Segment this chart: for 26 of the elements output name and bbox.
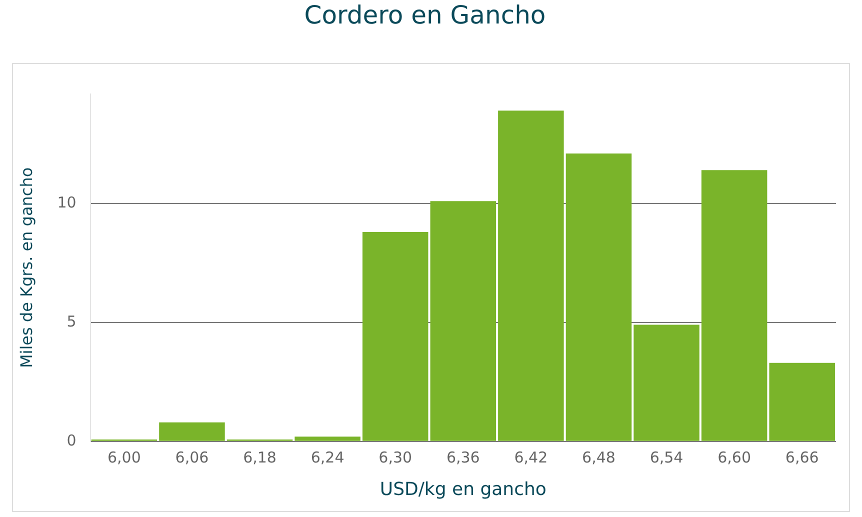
bar bbox=[634, 324, 700, 441]
y-axis-title: Miles de Kgrs. en gancho bbox=[16, 167, 36, 368]
x-tick-label: 6,42 bbox=[514, 448, 548, 466]
bar bbox=[701, 170, 768, 441]
bar bbox=[159, 422, 225, 441]
x-tick-label: 6,18 bbox=[243, 448, 276, 466]
bar bbox=[566, 153, 632, 441]
x-tick-label: 6,30 bbox=[378, 448, 412, 466]
bar bbox=[430, 201, 496, 441]
x-tick-label: 6,66 bbox=[785, 448, 819, 466]
x-tick-label: 6,60 bbox=[718, 448, 752, 466]
bar bbox=[769, 362, 835, 441]
y-tick-label: 0 bbox=[66, 431, 76, 450]
bar bbox=[294, 436, 360, 441]
y-tick-label: 10 bbox=[57, 193, 76, 212]
bar bbox=[362, 232, 428, 441]
x-tick-label: 6,54 bbox=[650, 448, 684, 466]
x-tick-label: 6,36 bbox=[446, 448, 480, 466]
bar bbox=[498, 110, 564, 441]
x-tick-label: 6,06 bbox=[175, 448, 209, 466]
y-tick-label: 5 bbox=[66, 312, 76, 330]
x-tick-label: 6,48 bbox=[582, 448, 616, 466]
x-tick-label: 6,00 bbox=[107, 448, 141, 466]
chart-title: Cordero en Gancho bbox=[304, 0, 546, 30]
x-axis-title: USD/kg en gancho bbox=[380, 478, 546, 500]
x-tick-label: 6,24 bbox=[310, 448, 344, 466]
